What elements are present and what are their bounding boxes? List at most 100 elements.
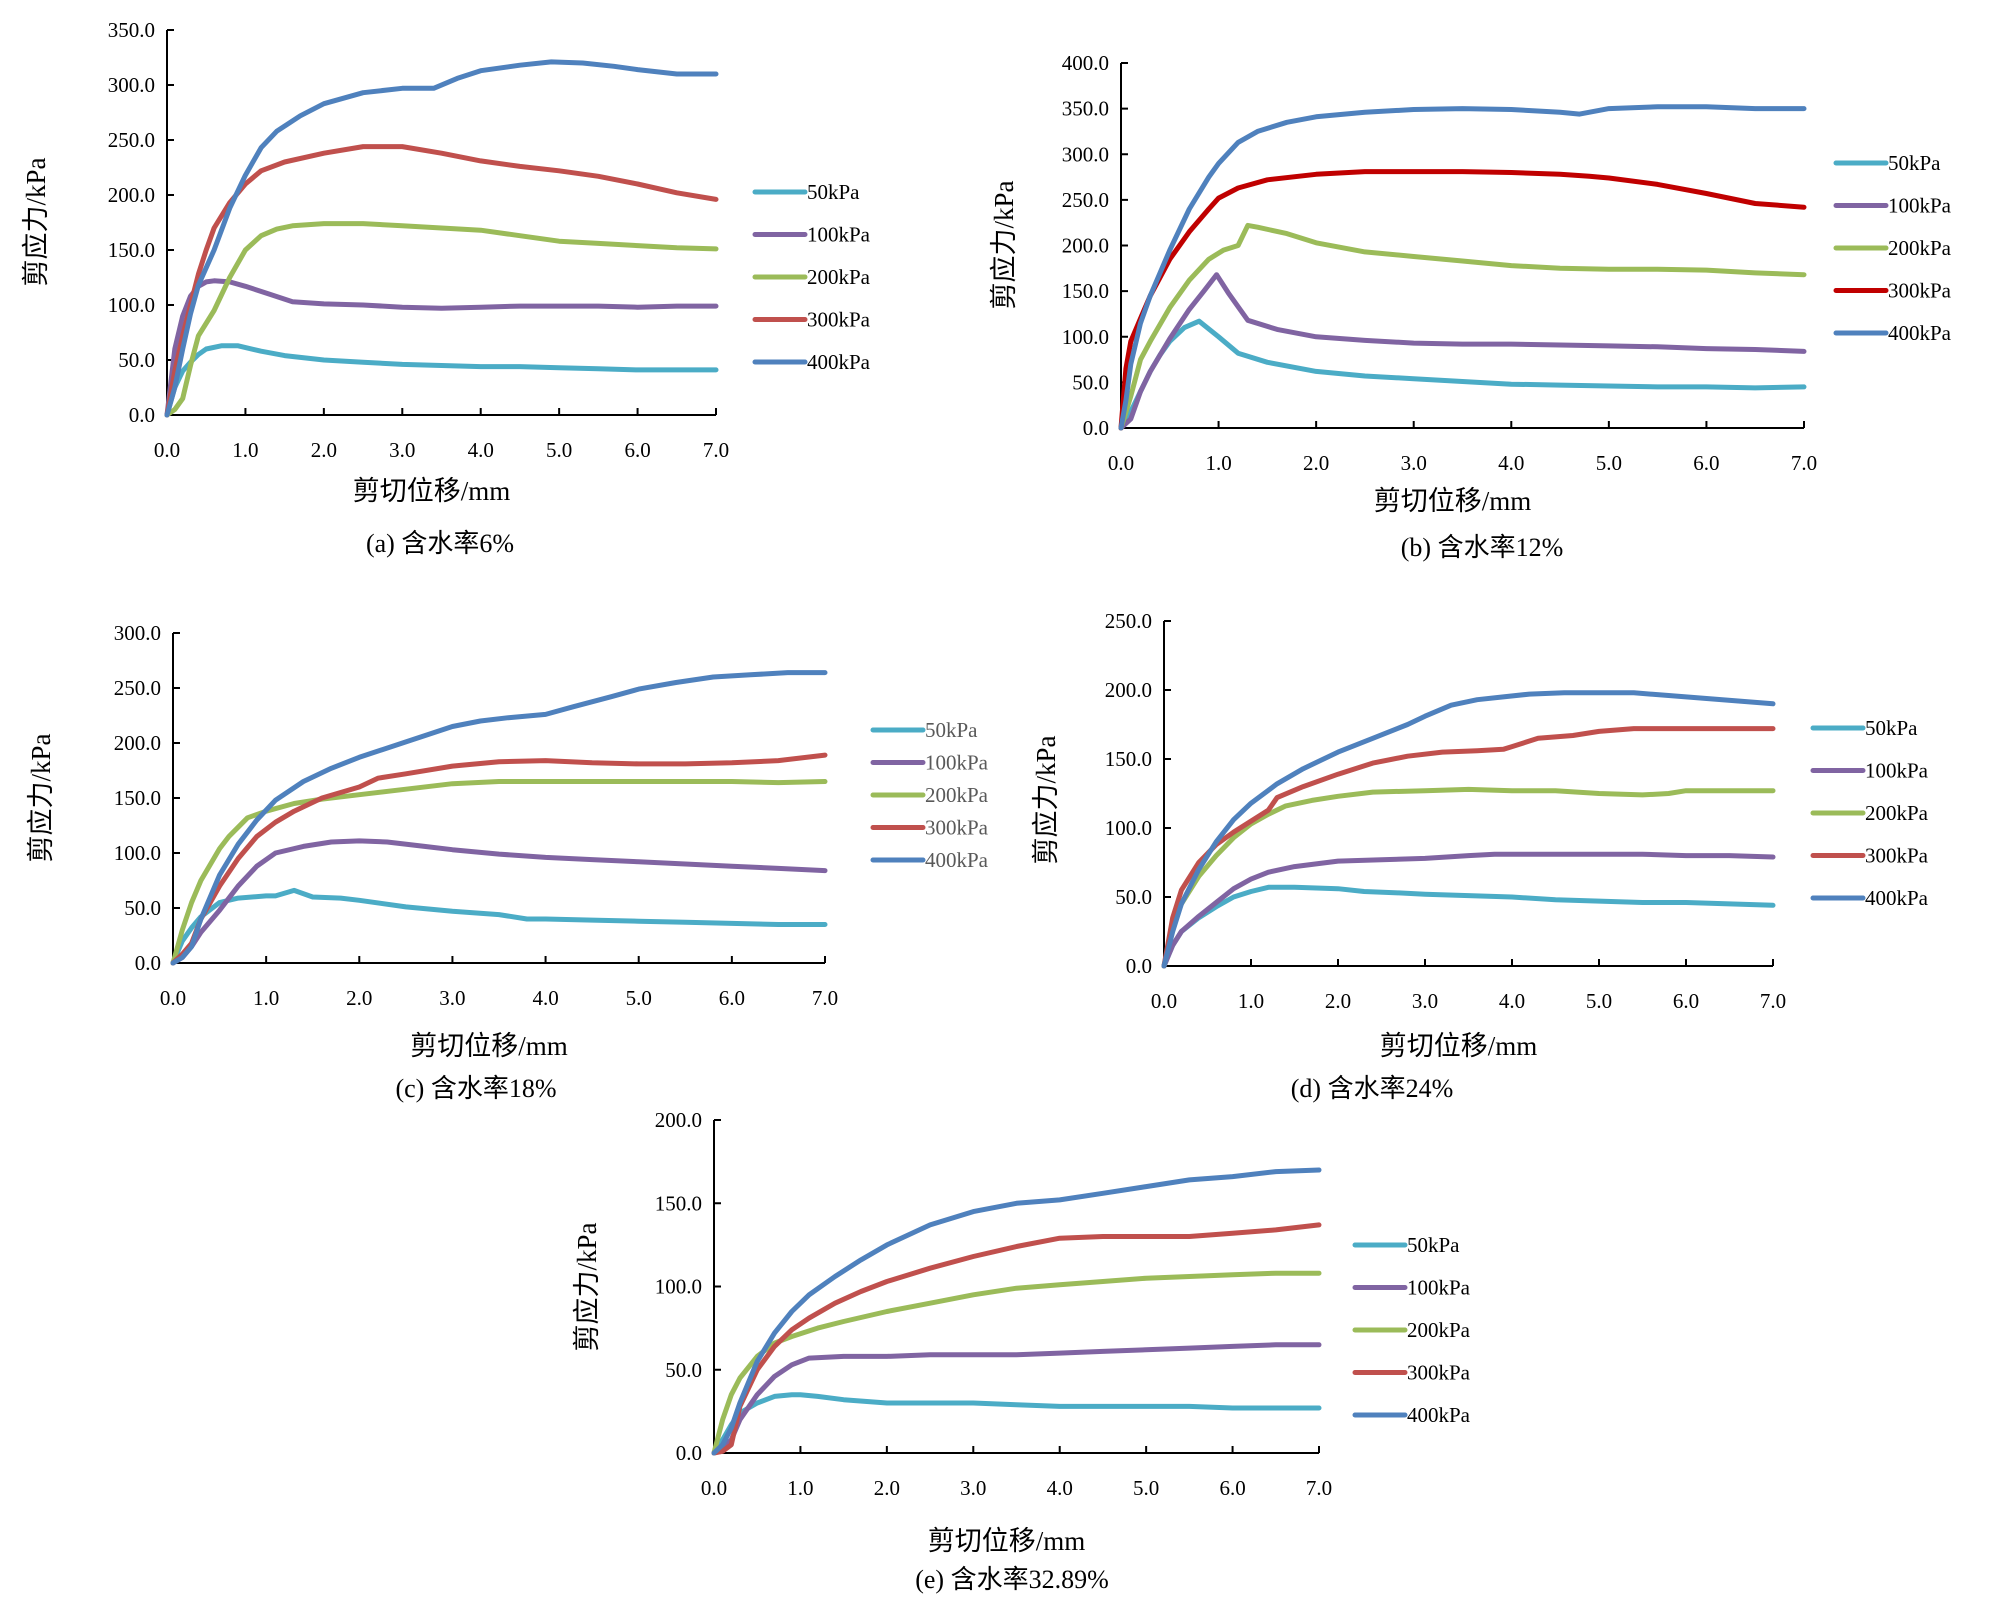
x-tick-label: 6.0 bbox=[1219, 1476, 1245, 1500]
x-tick-label: 3.0 bbox=[960, 1476, 986, 1500]
y-tick-label: 250.0 bbox=[114, 676, 161, 700]
y-axis-title: 剪应力/kPa bbox=[1031, 735, 1061, 864]
legend-label: 200kPa bbox=[1407, 1318, 1471, 1342]
x-tick-label: 1.0 bbox=[1205, 451, 1231, 475]
y-tick-label: 100.0 bbox=[114, 841, 161, 865]
series-line-300kPa bbox=[1118, 169, 1807, 431]
legend-label: 100kPa bbox=[925, 751, 989, 775]
legend: 50kPa 100kPa 200kPa 300kPa 400kPa bbox=[870, 718, 989, 872]
chart-panel-e: 0.0 50.0 100.0 150.0 200.0 0.0 1.0 2.0 3.0 4.0 5.0… bbox=[572, 1108, 1471, 1594]
series-line-400kPa bbox=[170, 670, 828, 966]
x-tick-label: 5.0 bbox=[1596, 451, 1622, 475]
x-tick-label: 2.0 bbox=[1325, 989, 1351, 1013]
x-tick-label: 7.0 bbox=[812, 986, 838, 1010]
series-line-400kPa bbox=[164, 59, 719, 418]
series-line-50kPa bbox=[164, 343, 719, 418]
series-line-200kPa bbox=[1118, 222, 1807, 431]
series-line-400kPa bbox=[1161, 690, 1776, 969]
y-tick-label: 300.0 bbox=[114, 621, 161, 645]
x-tick-label: 6.0 bbox=[1693, 451, 1719, 475]
chart-caption: (d) 含水率24% bbox=[1291, 1074, 1453, 1103]
y-tick-label: 200.0 bbox=[114, 731, 161, 755]
legend-label: 50kPa bbox=[925, 718, 978, 742]
legend-label: 100kPa bbox=[1888, 194, 1952, 218]
x-tick-label: 4.0 bbox=[468, 438, 494, 462]
legend-label: 300kPa bbox=[925, 816, 989, 840]
legend-label: 400kPa bbox=[925, 848, 989, 872]
x-tick-label: 7.0 bbox=[703, 438, 729, 462]
x-tick-label: 2.0 bbox=[874, 1476, 900, 1500]
legend-label: 200kPa bbox=[807, 265, 871, 289]
y-tick-label: 50.0 bbox=[665, 1358, 702, 1382]
legend: 50kPa 100kPa 200kPa 300kPa 400kPa bbox=[752, 180, 871, 374]
y-tick-label: 150.0 bbox=[108, 238, 155, 262]
y-tick-label: 100.0 bbox=[655, 1275, 702, 1299]
legend-label: 300kPa bbox=[1888, 279, 1952, 303]
legend-label: 100kPa bbox=[1865, 759, 1929, 783]
series-line-50kPa bbox=[1118, 318, 1807, 431]
y-tick-label: 0.0 bbox=[135, 951, 161, 975]
legend-label: 200kPa bbox=[925, 783, 989, 807]
x-tick-label: 4.0 bbox=[532, 986, 558, 1010]
chart-caption: (a) 含水率6% bbox=[366, 529, 514, 558]
y-tick-label: 200.0 bbox=[655, 1108, 702, 1132]
x-tick-label: 1.0 bbox=[1238, 989, 1264, 1013]
y-tick-label: 50.0 bbox=[1072, 370, 1109, 394]
x-tick-label: 0.0 bbox=[1108, 451, 1134, 475]
x-tick-label: 6.0 bbox=[1673, 989, 1699, 1013]
y-tick-label: 0.0 bbox=[129, 403, 155, 427]
x-tick-label: 5.0 bbox=[546, 438, 572, 462]
y-tick-label: 150.0 bbox=[114, 786, 161, 810]
legend-label: 300kPa bbox=[1407, 1361, 1471, 1385]
x-tick-label: 1.0 bbox=[787, 1476, 813, 1500]
legend: 50kPa 100kPa 200kPa 300kPa 400kPa bbox=[1833, 151, 1952, 345]
series-line-50kPa bbox=[711, 1392, 1322, 1456]
y-axis-title: 剪应力/kPa bbox=[26, 733, 56, 862]
legend-label: 50kPa bbox=[1407, 1233, 1460, 1257]
chart-caption: (b) 含水率12% bbox=[1401, 533, 1563, 562]
y-tick-label: 200.0 bbox=[1062, 234, 1109, 258]
y-tick-label: 150.0 bbox=[655, 1191, 702, 1215]
legend-label: 50kPa bbox=[1888, 151, 1941, 175]
legend-label: 50kPa bbox=[807, 180, 860, 204]
y-tick-label: 250.0 bbox=[108, 128, 155, 152]
x-tick-label: 7.0 bbox=[1791, 451, 1817, 475]
y-axis-title: 剪应力/kPa bbox=[572, 1222, 602, 1351]
y-tick-label: 300.0 bbox=[1062, 142, 1109, 166]
series-line-100kPa bbox=[164, 278, 719, 418]
y-tick-label: 200.0 bbox=[108, 183, 155, 207]
series-line-100kPa bbox=[170, 838, 828, 966]
y-tick-label: 0.0 bbox=[1083, 416, 1109, 440]
x-axis-title: 剪切位移/mm bbox=[410, 1031, 568, 1061]
series-line-200kPa bbox=[170, 779, 828, 966]
y-tick-label: 50.0 bbox=[124, 896, 161, 920]
series-line-100kPa bbox=[711, 1342, 1322, 1456]
x-tick-label: 3.0 bbox=[1401, 451, 1427, 475]
x-axis-title: 剪切位移/mm bbox=[1380, 1031, 1538, 1061]
x-axis-title: 剪切位移/mm bbox=[928, 1526, 1086, 1556]
legend-label: 200kPa bbox=[1888, 236, 1952, 260]
y-axis-title: 剪应力/kPa bbox=[21, 157, 51, 286]
x-tick-label: 2.0 bbox=[346, 986, 372, 1010]
y-axis-title: 剪应力/kPa bbox=[989, 180, 1019, 309]
x-tick-label: 4.0 bbox=[1047, 1476, 1073, 1500]
x-tick-label: 2.0 bbox=[1303, 451, 1329, 475]
x-tick-label: 4.0 bbox=[1498, 451, 1524, 475]
series-line-50kPa bbox=[1161, 884, 1776, 969]
y-tick-label: 0.0 bbox=[1126, 954, 1152, 978]
series-line-300kPa bbox=[711, 1222, 1322, 1456]
legend: 50kPa 100kPa 200kPa 300kPa 400kPa bbox=[1810, 716, 1929, 910]
x-tick-label: 7.0 bbox=[1760, 989, 1786, 1013]
x-tick-label: 3.0 bbox=[389, 438, 415, 462]
series-line-50kPa bbox=[170, 887, 828, 966]
series-line-200kPa bbox=[1161, 786, 1776, 969]
series-line-200kPa bbox=[164, 221, 719, 418]
x-tick-label: 4.0 bbox=[1499, 989, 1525, 1013]
series-line-200kPa bbox=[711, 1270, 1322, 1456]
y-tick-label: 50.0 bbox=[118, 348, 155, 372]
y-tick-label: 100.0 bbox=[1105, 816, 1152, 840]
legend: 50kPa 100kPa 200kPa 300kPa 400kPa bbox=[1352, 1233, 1471, 1427]
legend-label: 100kPa bbox=[1407, 1276, 1471, 1300]
series-line-300kPa bbox=[1161, 726, 1776, 969]
